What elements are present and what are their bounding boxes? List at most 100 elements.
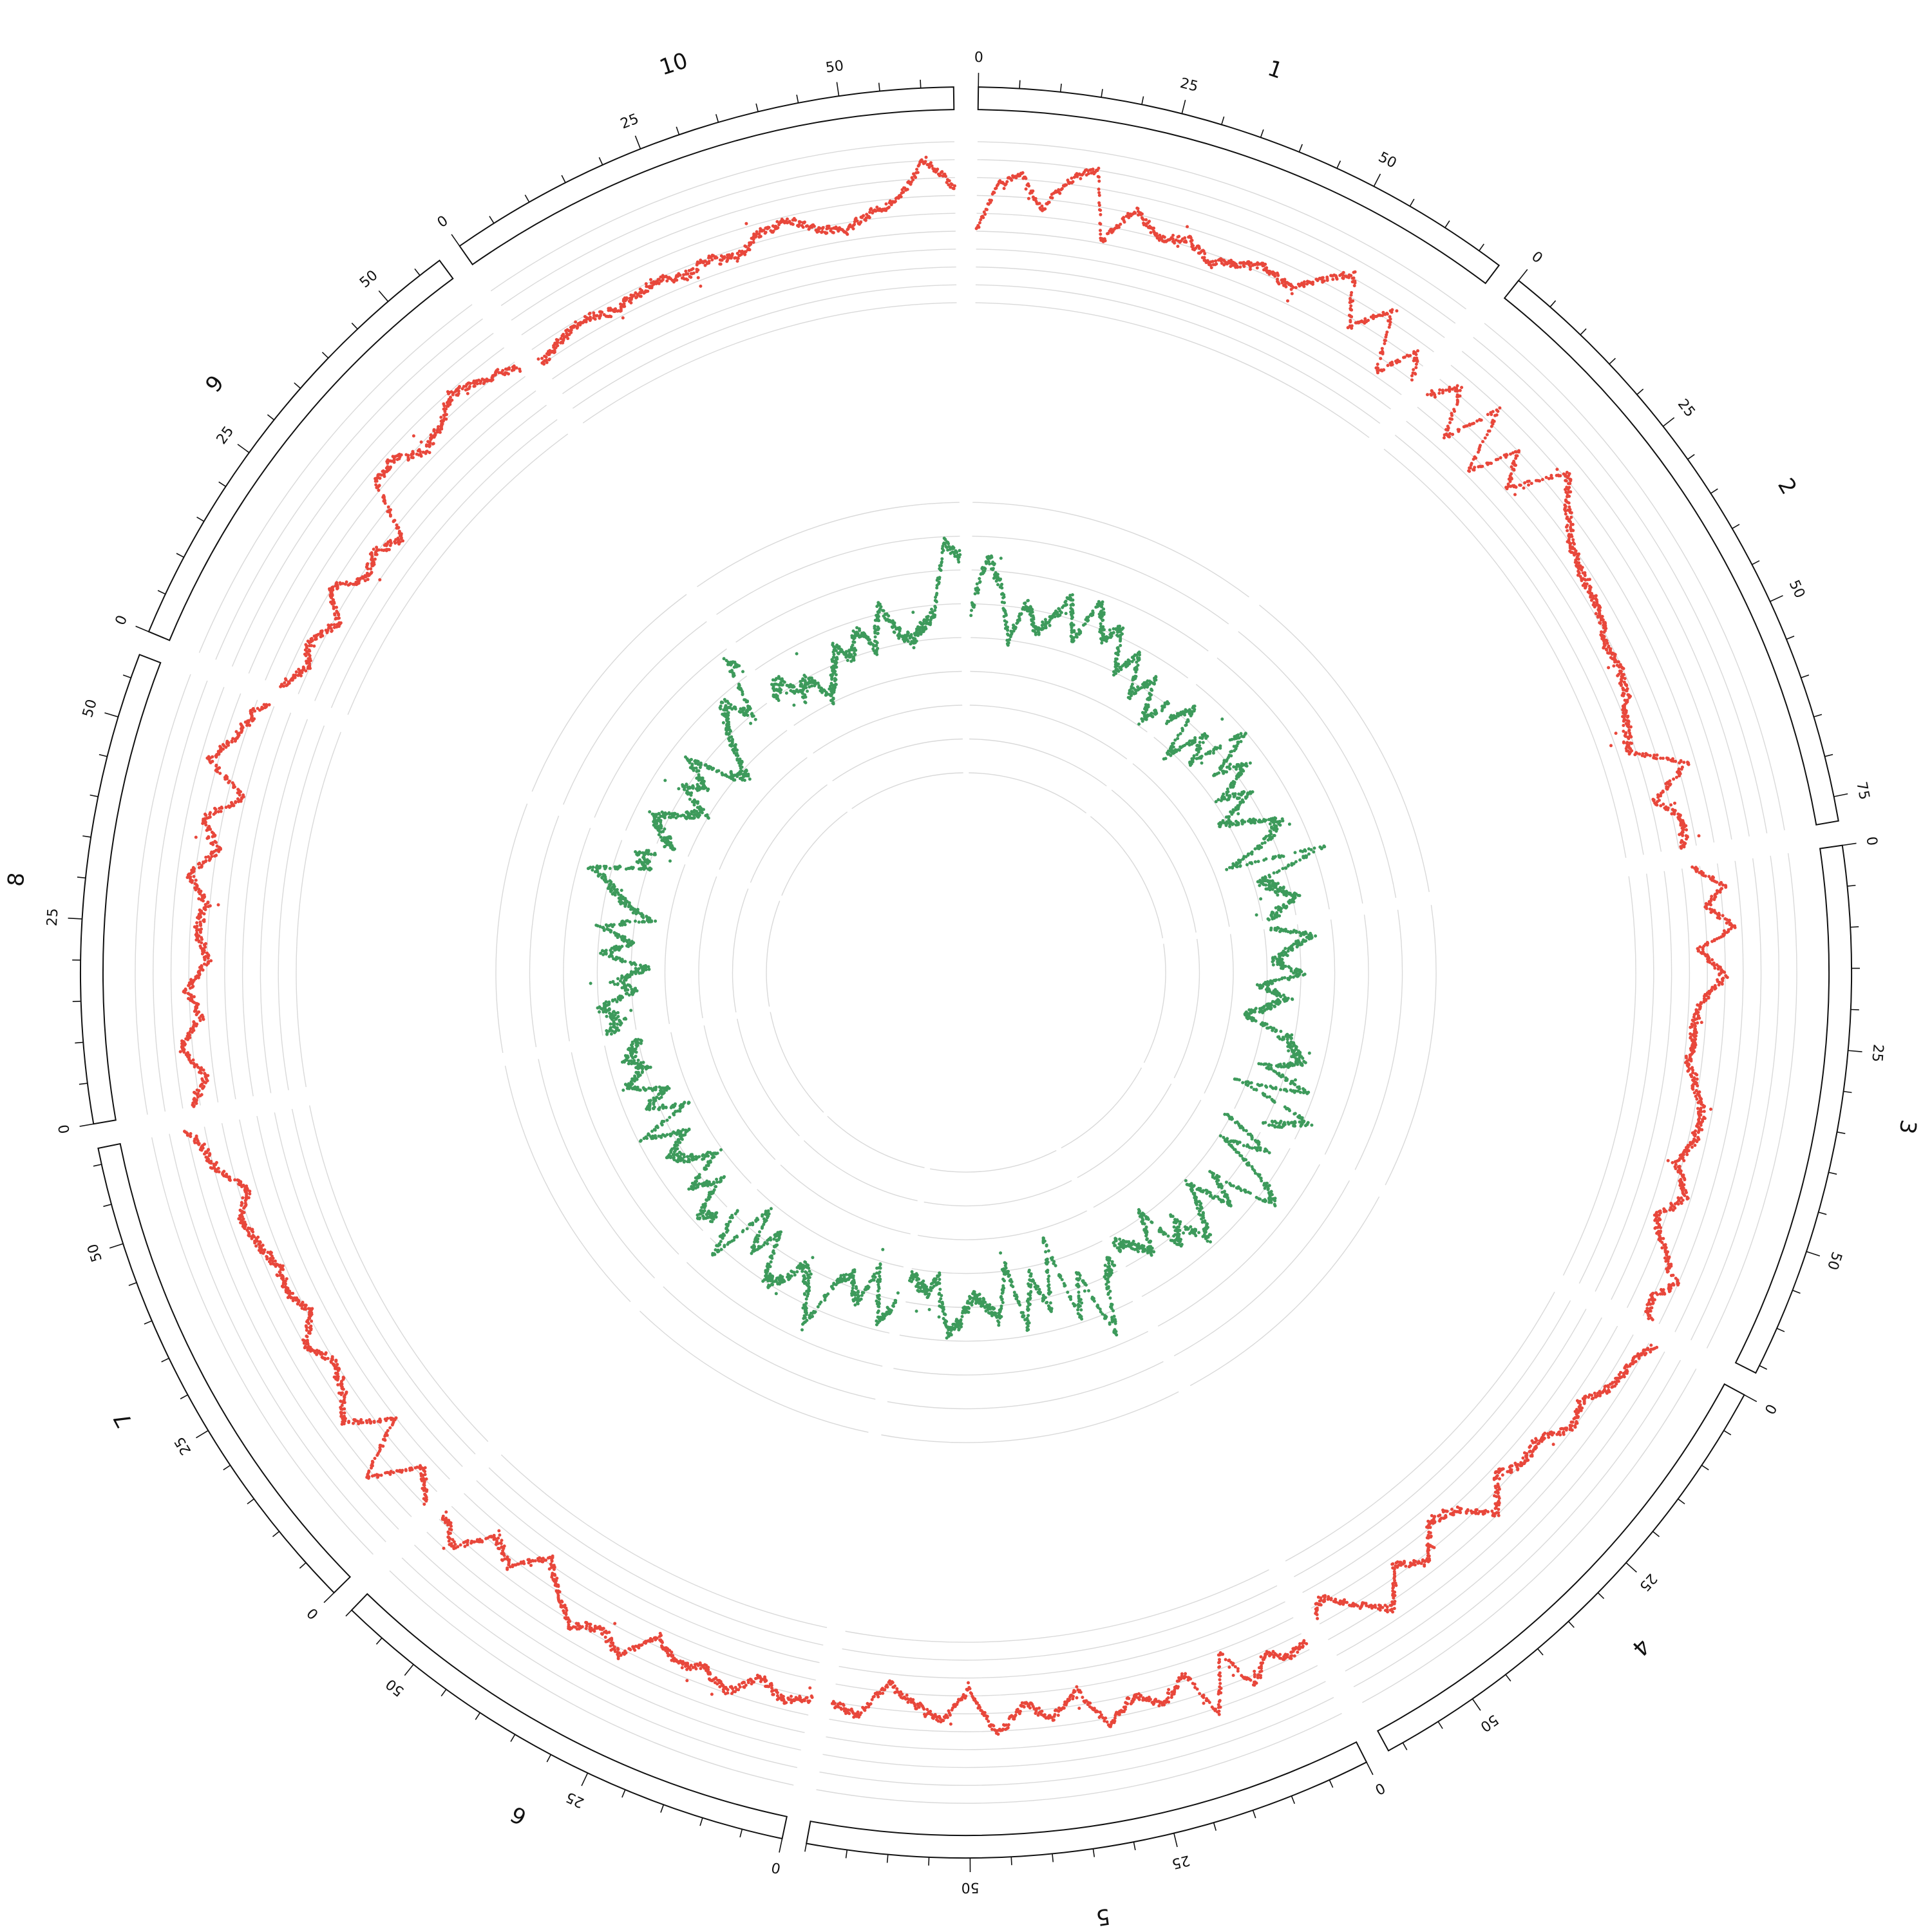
chromosome-6-tick	[661, 1804, 663, 1812]
grid-arc	[415, 1545, 801, 1750]
grid-arc	[971, 638, 1168, 705]
chromosome-10-tick	[879, 83, 880, 91]
grid-arc	[232, 333, 493, 667]
chromosome-9-tick	[219, 482, 226, 486]
chromosome-2-tick	[1580, 328, 1586, 334]
chromosome-2-tick	[1786, 636, 1794, 639]
grid-arc	[564, 828, 591, 1041]
chromosome-9-tick	[352, 323, 357, 329]
grid-arc	[583, 303, 956, 423]
chromosome-2-tick	[1770, 596, 1783, 601]
grid-arc	[978, 160, 1455, 323]
tick-label: 0	[770, 1859, 782, 1876]
chromosome-6-tick	[346, 1610, 352, 1616]
chromosome-7-tick	[223, 1465, 231, 1470]
grid-arc	[538, 1059, 655, 1278]
track-1-chromosome-6-points	[442, 1512, 812, 1703]
chromosome-5-tick	[887, 1855, 888, 1863]
grid-layer	[135, 142, 1797, 1803]
grid-arc	[1355, 910, 1402, 1170]
chromosome-10-tick	[797, 95, 798, 103]
chromosome-7-band	[98, 1144, 350, 1593]
grid-arc	[976, 285, 1380, 423]
chromosome-1-tick	[1182, 100, 1185, 113]
chromosome-7-tick	[299, 1563, 306, 1569]
chromosome-4-tick	[1538, 1649, 1543, 1655]
grid-arc	[766, 901, 780, 1007]
grid-arc	[1406, 421, 1662, 852]
grid-arc	[1303, 1309, 1586, 1593]
chromosome-3-band	[1736, 846, 1852, 1373]
chromosome-9-tick	[238, 444, 249, 453]
tick-label: 25	[1674, 396, 1698, 420]
grid-arc	[1061, 1068, 1142, 1148]
grid-arc	[296, 732, 341, 1087]
chromosome-label-6: 6	[507, 1801, 531, 1830]
chromosome-9-tick	[267, 415, 274, 420]
chromosome-7-tick	[196, 1430, 208, 1437]
grid-arc	[171, 687, 224, 1108]
chromosome-5-tick	[1093, 1849, 1094, 1857]
grid-arc	[699, 876, 717, 1018]
grid-arc	[282, 376, 526, 687]
grid-arc	[976, 303, 1370, 437]
chromosome-6-tick	[547, 1755, 551, 1762]
tick-label: 0	[1528, 249, 1546, 267]
chromosome-10-tick	[756, 104, 758, 112]
grid-arc	[506, 1066, 631, 1302]
grid-arc	[732, 889, 748, 1012]
grid-arc	[1659, 861, 1743, 1324]
grid-arc	[971, 672, 1148, 732]
grid-arc	[710, 1238, 889, 1333]
chromosome-7-tick	[129, 1283, 137, 1286]
chromosome-6-tick	[404, 1664, 413, 1675]
grid-arc	[663, 1287, 875, 1399]
chromosome-1-band	[978, 87, 1499, 283]
track-2-chromosome-9-points	[650, 659, 756, 849]
track-1-chromosome-3-points	[1646, 867, 1736, 1320]
chromosome-2-tick	[1732, 524, 1739, 529]
grid-arc	[626, 676, 747, 831]
chromosome-4-tick	[1724, 1430, 1731, 1435]
tick-label: 25	[1636, 1570, 1660, 1595]
grid-arc	[1295, 920, 1335, 1139]
grid-arc	[930, 1151, 1056, 1172]
chromosome-5-tick	[1174, 1833, 1177, 1847]
chromosome-10-tick	[525, 195, 529, 202]
chromosome-3-tick	[1819, 1212, 1827, 1215]
grid-arc	[704, 1025, 775, 1159]
chromosome-2-tick	[1834, 794, 1848, 797]
chromosome-6-tick	[779, 1839, 782, 1853]
chromosome-5-tick	[1011, 1857, 1012, 1865]
chromosome-10-tick	[676, 127, 679, 135]
grid-arc	[187, 1130, 399, 1530]
grid-arc	[976, 231, 1412, 381]
grid-arc	[969, 773, 1086, 813]
grid-arc	[1385, 905, 1436, 1185]
grid-arc	[532, 213, 956, 350]
grid-arc	[216, 319, 483, 659]
chromosome-10-tick	[599, 157, 602, 165]
tick-label: 50	[1786, 578, 1808, 601]
tick-label: 50	[824, 58, 844, 77]
grid-arc	[1311, 1318, 1602, 1608]
chromosome-7-tick	[144, 1321, 152, 1324]
chromosome-7-tick	[109, 1244, 123, 1248]
tick-label: 50	[80, 697, 100, 719]
grid-arc	[977, 196, 1434, 352]
grid-arc	[918, 1211, 1087, 1240]
tick-label: 25	[1179, 75, 1200, 95]
chromosome-5-tick	[805, 1843, 806, 1852]
grid-arc	[496, 804, 527, 1053]
grid-arc	[477, 1481, 820, 1663]
grid-arc	[402, 1558, 797, 1768]
chromosome-3-tick	[1851, 1009, 1859, 1010]
grid-arc	[451, 1506, 812, 1698]
chromosome-8-tick	[123, 675, 131, 677]
chromosome-5-tick	[1253, 1810, 1256, 1818]
chromosome-2-tick	[1688, 455, 1695, 460]
grid-arc	[1204, 934, 1233, 1093]
chromosome-2-tick	[1710, 489, 1718, 493]
tick-label: 50	[383, 1676, 407, 1700]
grid-arc	[260, 719, 307, 1094]
